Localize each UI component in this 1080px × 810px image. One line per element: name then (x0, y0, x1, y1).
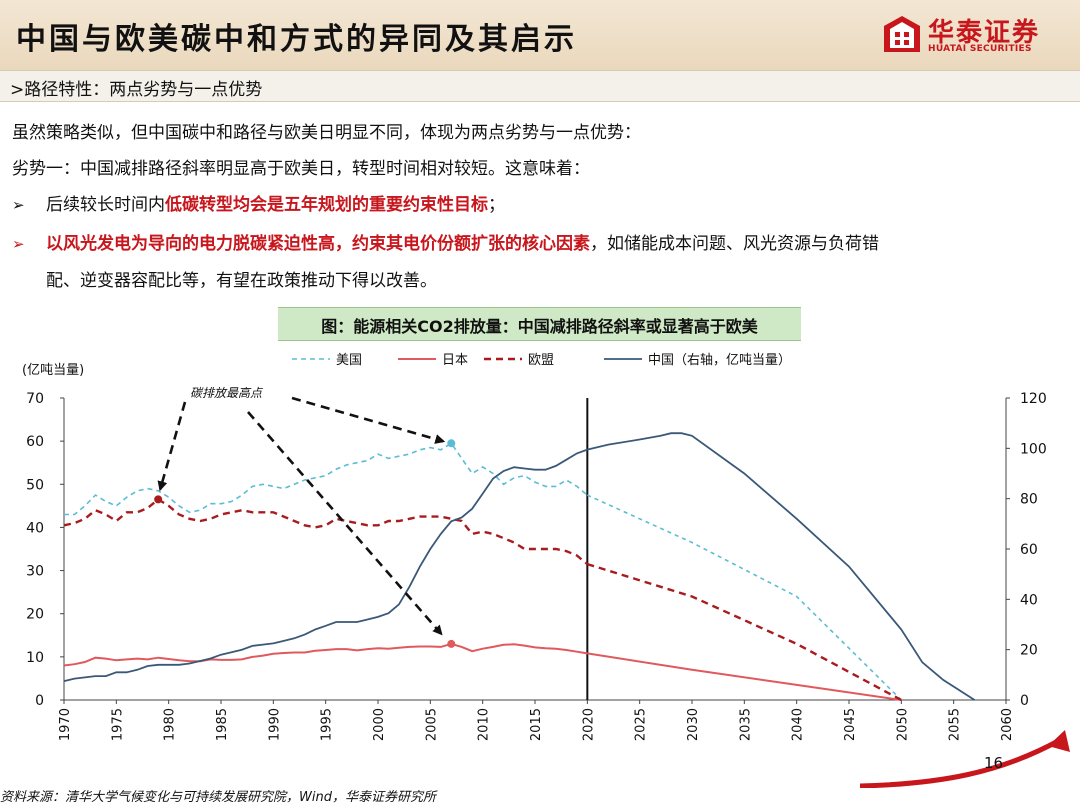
y2-tick-label: 100 (1020, 441, 1047, 457)
chart-caption-text: 图：能源相关CO2排放量：中国减排路径斜率或显著高于欧美 (321, 317, 758, 336)
x-tick-label: 2060 (1000, 708, 1015, 741)
x-tick-label: 2055 (948, 708, 963, 741)
x-tick-label: 1975 (110, 708, 125, 741)
body-line-1: 虽然策略类似，但中国碳中和路径与欧美日明显不同，体现为两点劣势与一点优势： (12, 123, 641, 143)
x-tick-label: 2025 (634, 708, 649, 741)
peak-marker (154, 495, 163, 504)
peak-marker (447, 639, 456, 648)
logo-chinese-name: 华泰证券 (928, 18, 1041, 48)
y2-tick-label: 80 (1020, 492, 1038, 508)
y-tick-label: 40 (26, 520, 44, 536)
slide-title: 中国与欧美碳中和方式的异同及其启示 (16, 22, 577, 57)
section-subtitle: >路径特性：两点劣势与一点优势 (10, 80, 263, 100)
legend-label-jp: 日本 (442, 353, 468, 368)
series-projection-eu (586, 562, 902, 702)
annotation-arrow-us (291, 396, 446, 444)
x-tick-label: 1995 (320, 708, 335, 741)
bullet-1: 后续较长时间内低碳转型均会是五年规划的重要约束性目标； (46, 194, 505, 216)
peak-marker (447, 439, 456, 448)
y2-tick-label: 120 (1020, 391, 1047, 407)
bullet-2-post: ，如储能成本问题、风光资源与负荷错 (590, 234, 879, 254)
y-tick-label: 20 (26, 607, 44, 623)
series-line-eu (63, 497, 589, 566)
y-axis-label: (亿吨当量) (22, 363, 84, 378)
bullet-2-line-2: 配、逆变器容配比等，有望在政策推动下得以改善。 (46, 271, 437, 291)
source-note: 资料来源：清华大学气候变化与可持续发展研究院，Wind，华泰证券研究所 (0, 790, 436, 805)
legend-label-eu: 欧盟 (528, 353, 554, 368)
peak-annotation: 碳排放最高点 (190, 386, 264, 400)
series-line-jp (63, 642, 588, 667)
bullet-1-pre: 后续较长时间内 (46, 195, 165, 215)
y2-tick-label: 40 (1020, 592, 1038, 608)
x-tick-label: 2020 (581, 708, 596, 741)
bullet-2: 以风光发电为导向的电力脱碳紧迫性高，约束其电价份额扩张的核心因素，如储能成本问题… (46, 233, 879, 255)
page-number: 16 (984, 754, 1004, 772)
x-tick-label: 1970 (58, 708, 73, 741)
series-line-us (64, 442, 588, 516)
x-tick-label: 2050 (895, 708, 910, 741)
y-tick-label: 70 (26, 391, 44, 407)
x-tick-label: 2030 (686, 708, 701, 741)
legend-label-us: 美国 (336, 353, 362, 368)
slide-header: 中国与欧美碳中和方式的异同及其启示 华泰证券 HUATAI SECURITIES (0, 0, 1080, 70)
y-tick-label: 50 (26, 477, 44, 493)
x-tick-label: 2040 (791, 708, 806, 741)
logo-english-name: HUATAI SECURITIES (928, 44, 1032, 54)
y2-tick-label: 60 (1020, 542, 1038, 558)
y-tick-label: 30 (26, 564, 44, 580)
body-line-2: 劣势一：中国减排路径斜率明显高于欧美日，转型时间相对较短。这意味着： (12, 159, 590, 179)
arrow-bullet-red-icon: ➢ (12, 235, 25, 253)
y-tick-label: 60 (26, 434, 44, 450)
annotation-arrow-eu (157, 401, 187, 492)
x-tick-label: 1980 (163, 708, 178, 741)
decorative-red-arrow-icon (860, 730, 1070, 788)
x-tick-label: 1990 (267, 708, 282, 741)
x-tick-label: 2015 (529, 708, 544, 741)
bullet-2-highlight: 以风光发电为导向的电力脱碳紧迫性高，约束其电价份额扩张的核心因素 (46, 234, 590, 254)
section-bar: >路径特性：两点劣势与一点优势 (0, 70, 1080, 102)
chart-caption: 图：能源相关CO2排放量：中国减排路径斜率或显著高于欧美 (278, 307, 801, 341)
series-projection-jp (587, 652, 902, 701)
bullet-1-post: ； (488, 195, 505, 215)
bullet-1-highlight: 低碳转型均会是五年规划的重要约束性目标 (165, 195, 488, 215)
x-tick-label: 2000 (372, 708, 387, 741)
series-line-cn (63, 448, 588, 682)
x-tick-label: 2010 (477, 708, 492, 741)
legend-label-cn: 中国（右轴，亿吨当量） (648, 353, 791, 368)
x-tick-label: 2045 (843, 708, 858, 741)
y2-tick-label: 20 (1020, 643, 1038, 659)
huatai-logo-icon (884, 16, 920, 52)
x-tick-label: 1985 (215, 708, 230, 741)
x-tick-label: 2005 (424, 708, 439, 741)
y2-tick-label: 0 (1020, 693, 1029, 709)
series-projection-cn (587, 432, 976, 701)
y-tick-label: 0 (35, 693, 44, 709)
x-tick-label: 2035 (738, 708, 753, 741)
arrow-bullet-icon: ➢ (12, 196, 25, 214)
annotation-arrow-jp (247, 411, 443, 636)
series-projection-us (586, 494, 902, 701)
huatai-logo: 华泰证券 HUATAI SECURITIES (882, 12, 1052, 58)
y-tick-label: 10 (26, 650, 44, 666)
